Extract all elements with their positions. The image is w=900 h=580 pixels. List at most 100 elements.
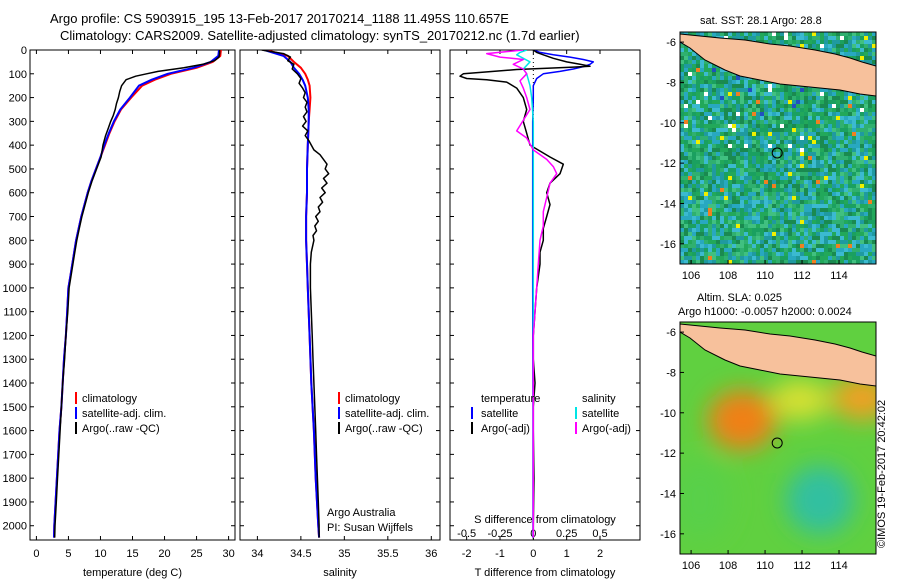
- sst-cell: [828, 100, 832, 104]
- sst-cell: [732, 76, 736, 80]
- sst-cell: [704, 72, 708, 76]
- sst-cell: [712, 136, 716, 140]
- sst-cell: [748, 260, 752, 264]
- sst-cell: [856, 236, 860, 240]
- sst-cell: [780, 240, 784, 244]
- sst-cell: [848, 224, 852, 228]
- sst-cell: [872, 140, 876, 144]
- sst-cell: [840, 196, 844, 200]
- sst-cell: [824, 232, 828, 236]
- sst-cell: [772, 216, 776, 220]
- sst-cell: [812, 160, 816, 164]
- sst-cell: [692, 88, 696, 92]
- sst-cell: [824, 44, 828, 48]
- sst-cell: [824, 132, 828, 136]
- sst-cell: [812, 184, 816, 188]
- sst-cell: [848, 32, 852, 36]
- sst-cell: [684, 188, 688, 192]
- sst-cell: [736, 128, 740, 132]
- map-y-tick-label: -10: [660, 408, 676, 420]
- sst-cell: [736, 232, 740, 236]
- sst-cell: [768, 40, 772, 44]
- sst-cell: [840, 136, 844, 140]
- sst-cell: [792, 196, 796, 200]
- sst-cell: [848, 256, 852, 260]
- sst-cell: [748, 132, 752, 136]
- sst-cell: [716, 152, 720, 156]
- sst-cell: [744, 204, 748, 208]
- sst-cell: [748, 220, 752, 224]
- sst-cell: [864, 212, 868, 216]
- sst-cell: [820, 244, 824, 248]
- sst-cell: [864, 100, 868, 104]
- sst-cell: [684, 180, 688, 184]
- sst-cell: [796, 124, 800, 128]
- sst-cell: [748, 208, 752, 212]
- sst-cell: [808, 232, 812, 236]
- sst-cell: [828, 224, 832, 228]
- sst-cell: [692, 248, 696, 252]
- sst-cell: [756, 132, 760, 136]
- sst-cell: [864, 116, 868, 120]
- sst-cell: [804, 156, 808, 160]
- sst-cell: [756, 96, 760, 100]
- sst-cell: [812, 40, 816, 44]
- sst-cell: [820, 44, 824, 48]
- sst-cell: [792, 88, 796, 92]
- sla-map-subtitle: Argo h1000: -0.0057 h2000: 0.0024: [678, 306, 852, 318]
- sst-cell: [688, 220, 692, 224]
- sst-cell: [852, 112, 856, 116]
- sst-cell: [748, 216, 752, 220]
- sst-cell: [772, 92, 776, 96]
- sst-cell: [736, 144, 740, 148]
- sst-cell: [768, 144, 772, 148]
- sst-cell: [816, 228, 820, 232]
- sst-cell: [752, 164, 756, 168]
- sst-cell: [804, 212, 808, 216]
- sst-cell: [764, 36, 768, 40]
- x-tick-label: 10: [94, 548, 106, 560]
- sst-cell: [704, 156, 708, 160]
- x-tick-label-salinity: 0.25: [556, 528, 577, 540]
- series-line-temperature-satellite: [531, 50, 595, 538]
- sst-cell: [848, 112, 852, 116]
- sst-cell: [804, 108, 808, 112]
- depth-tick-label: 0: [21, 45, 27, 57]
- sst-cell: [688, 80, 692, 84]
- sst-cell: [824, 108, 828, 112]
- sst-cell: [728, 152, 732, 156]
- sst-cell: [844, 252, 848, 256]
- sst-cell: [816, 136, 820, 140]
- sst-cell: [728, 220, 732, 224]
- sst-cell: [764, 152, 768, 156]
- sst-cell: [832, 140, 836, 144]
- sst-cell: [688, 204, 692, 208]
- sst-cell: [776, 100, 780, 104]
- sst-cell: [824, 244, 828, 248]
- sst-cell: [864, 216, 868, 220]
- sst-cell: [764, 128, 768, 132]
- sst-cell: [744, 140, 748, 144]
- sst-cell: [812, 44, 816, 48]
- sst-cell: [700, 68, 704, 72]
- sst-cell: [728, 256, 732, 260]
- sst-cell: [860, 188, 864, 192]
- sst-cell: [808, 224, 812, 228]
- depth-tick-label: 1100: [3, 307, 27, 319]
- sst-cell: [848, 260, 852, 264]
- sst-cell: [688, 128, 692, 132]
- sst-cell: [784, 84, 788, 88]
- sst-cell: [832, 172, 836, 176]
- sst-cell: [712, 204, 716, 208]
- sst-cell: [800, 180, 804, 184]
- sst-cell: [800, 112, 804, 116]
- sst-cell: [684, 164, 688, 168]
- sst-cell: [752, 84, 756, 88]
- difference-panel-frame: [449, 49, 641, 541]
- sst-cell: [736, 200, 740, 204]
- sst-cell: [844, 92, 848, 96]
- sst-cell: [680, 224, 684, 228]
- sst-cell: [724, 212, 728, 216]
- sst-cell: [700, 120, 704, 124]
- sst-cell: [712, 176, 716, 180]
